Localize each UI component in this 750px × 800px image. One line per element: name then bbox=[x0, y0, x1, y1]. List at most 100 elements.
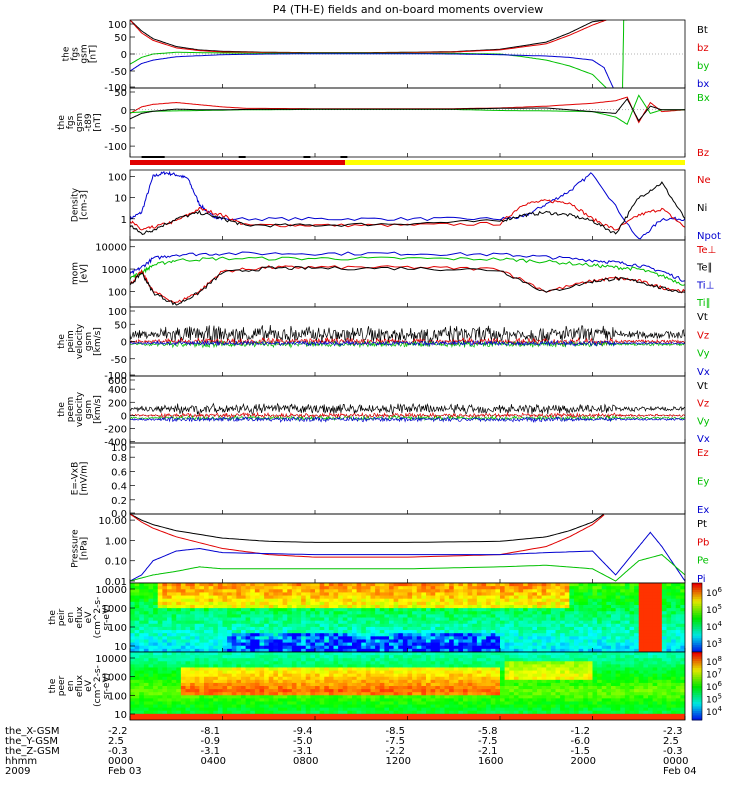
heatmap-cell bbox=[217, 716, 224, 720]
heatmap-cell bbox=[310, 689, 316, 693]
heatmap-cell bbox=[463, 664, 469, 669]
heatmap-cell bbox=[638, 639, 644, 644]
heatmap-cell bbox=[393, 692, 399, 696]
heatmap-cell bbox=[578, 611, 584, 615]
heatmap-cell bbox=[416, 667, 422, 672]
heatmap-cell bbox=[130, 642, 136, 647]
heatmap-cell bbox=[319, 623, 325, 628]
heatmap-cell bbox=[421, 583, 427, 587]
y-tick-label: 0.01 bbox=[105, 577, 127, 588]
heatmap-cell bbox=[199, 620, 205, 625]
heatmap-cell bbox=[153, 695, 159, 699]
heatmap-cell bbox=[384, 673, 390, 678]
heatmap-cell bbox=[157, 686, 163, 690]
y-label-line: [km/s] bbox=[93, 327, 103, 356]
heatmap-cell bbox=[537, 633, 543, 637]
heatmap-cell bbox=[208, 608, 214, 612]
heatmap-cell bbox=[620, 617, 626, 622]
heatmap-cell bbox=[365, 710, 372, 715]
heatmap-cell bbox=[148, 670, 154, 675]
heatmap-cell bbox=[500, 583, 506, 587]
heatmap-cell bbox=[259, 583, 265, 587]
heatmap-cell bbox=[171, 630, 177, 634]
heatmap-cell bbox=[532, 698, 538, 703]
heatmap-cell bbox=[412, 698, 418, 703]
heatmap-cell bbox=[328, 664, 335, 669]
heatmap-cell bbox=[356, 667, 362, 672]
heatmap-cell bbox=[458, 692, 464, 696]
colorbar-step bbox=[692, 606, 702, 609]
heatmap-cell bbox=[648, 617, 654, 622]
heatmap-cell bbox=[444, 639, 450, 644]
heatmap-cell bbox=[245, 698, 251, 703]
heatmap-cell bbox=[560, 620, 566, 625]
heatmap-cell bbox=[208, 707, 214, 712]
heatmap-cell bbox=[213, 633, 219, 637]
heatmap-cell bbox=[430, 595, 436, 600]
heatmap-cell bbox=[342, 620, 348, 625]
heatmap-cell bbox=[606, 617, 612, 622]
heatmap-cell bbox=[227, 661, 233, 665]
heatmap-cell bbox=[574, 614, 580, 619]
heatmap-cell bbox=[444, 655, 450, 659]
heatmap-cell bbox=[352, 701, 358, 706]
heatmap-cell bbox=[291, 626, 298, 631]
heatmap-cell bbox=[620, 620, 626, 625]
heatmap-cell bbox=[153, 614, 159, 619]
heatmap-cell bbox=[620, 623, 626, 628]
heatmap-cell bbox=[629, 595, 635, 600]
heatmap-cell bbox=[227, 698, 233, 703]
heatmap-cell bbox=[282, 633, 288, 637]
heatmap-cell bbox=[185, 648, 191, 652]
heatmap-cell bbox=[176, 626, 182, 631]
heatmap-cell bbox=[481, 686, 487, 690]
heatmap-cell bbox=[222, 689, 228, 693]
heatmap-cell bbox=[310, 686, 316, 690]
heatmap-cell bbox=[264, 664, 270, 669]
colorbar-label: 106 bbox=[706, 586, 722, 599]
heatmap-cell bbox=[162, 676, 168, 681]
heatmap-cell bbox=[527, 710, 533, 715]
heatmap-cell bbox=[601, 583, 607, 587]
heatmap-cell bbox=[301, 704, 307, 709]
heatmap-cell bbox=[472, 645, 478, 650]
heatmap-cell bbox=[490, 604, 496, 609]
heatmap-cell bbox=[328, 614, 335, 619]
heatmap-cell bbox=[652, 617, 658, 622]
heatmap-cell bbox=[148, 707, 154, 712]
heatmap-cell bbox=[550, 707, 557, 712]
heatmap-cell bbox=[532, 692, 538, 696]
heatmap-cell bbox=[509, 595, 515, 600]
heatmap-cell bbox=[574, 648, 580, 652]
heatmap-cell bbox=[574, 636, 580, 641]
heatmap-cell bbox=[139, 713, 145, 718]
heatmap-cell bbox=[291, 673, 298, 678]
heatmap-cell bbox=[583, 645, 589, 650]
heatmap-cell bbox=[356, 620, 362, 625]
heatmap-cell bbox=[264, 589, 270, 594]
heatmap-cell bbox=[560, 589, 566, 594]
heatmap-cell bbox=[666, 592, 672, 597]
heatmap-cell bbox=[680, 583, 685, 587]
heatmap-cell bbox=[620, 586, 626, 590]
heatmap-cell bbox=[523, 716, 529, 720]
heatmap-cell bbox=[407, 617, 413, 622]
heatmap-cell bbox=[444, 623, 450, 628]
heatmap-cell bbox=[426, 623, 432, 628]
heatmap-cell bbox=[537, 686, 543, 690]
heatmap-cell bbox=[315, 614, 321, 619]
heatmap-cell bbox=[296, 707, 302, 712]
heatmap-cell bbox=[412, 689, 418, 693]
heatmap-cell bbox=[481, 655, 487, 659]
heatmap-cell bbox=[199, 667, 205, 672]
heatmap-cell bbox=[148, 698, 154, 703]
heatmap-cell bbox=[259, 704, 265, 709]
heatmap-cell bbox=[532, 652, 538, 656]
heatmap-cell bbox=[504, 716, 510, 720]
heatmap-cell bbox=[134, 689, 140, 693]
heatmap-cell bbox=[333, 664, 339, 669]
heatmap-cell bbox=[532, 667, 538, 672]
heatmap-cell bbox=[601, 645, 607, 650]
heatmap-cell bbox=[287, 670, 293, 675]
heatmap-cell bbox=[657, 623, 663, 628]
